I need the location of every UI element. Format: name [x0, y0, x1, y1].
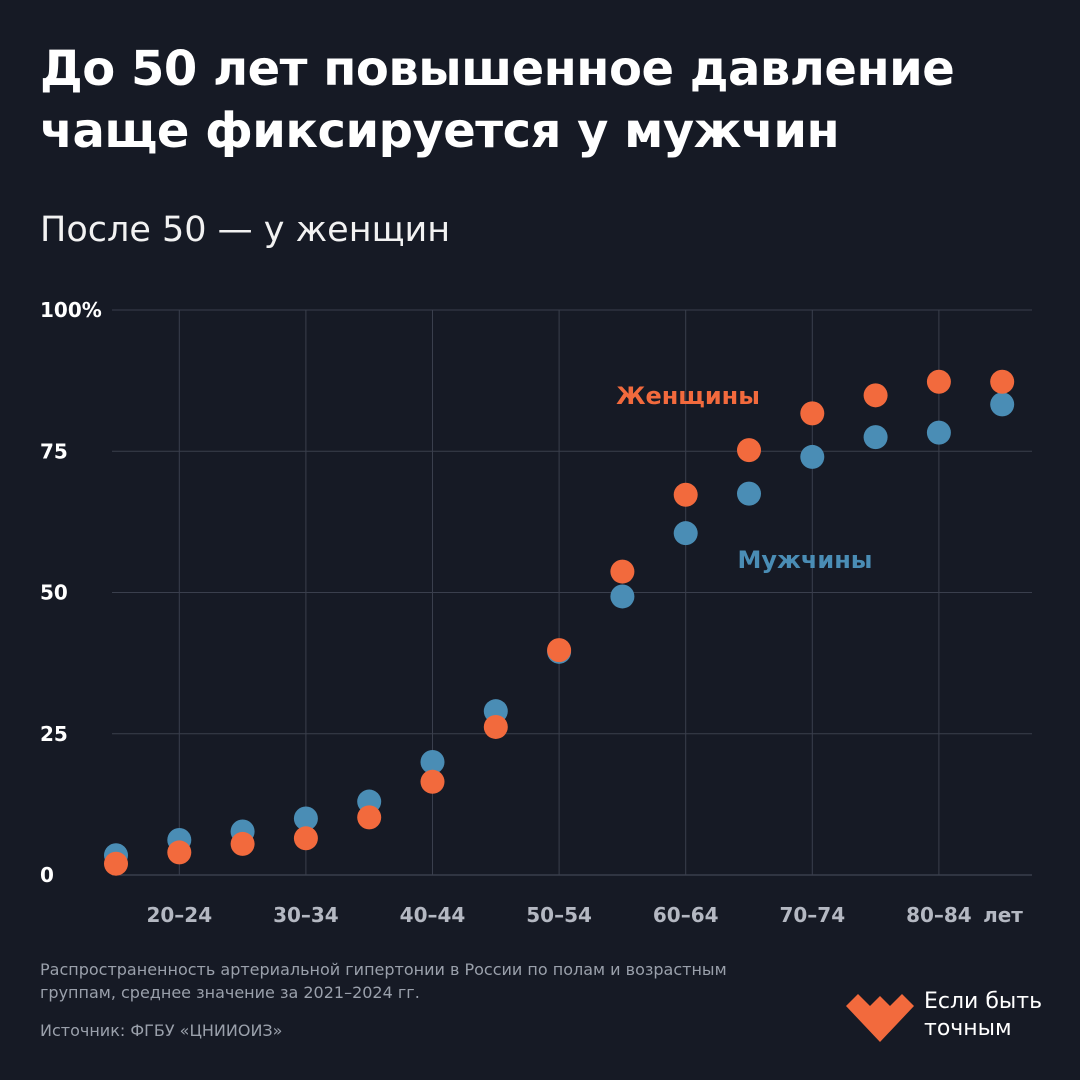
men-point: [926, 420, 951, 445]
brand-name-line1: Если быть: [924, 989, 1043, 1014]
men-point: [800, 444, 825, 469]
x-tick-label: 20–24: [146, 903, 212, 927]
brand-name-line2: точным: [924, 1016, 1012, 1041]
y-tick-label: 0: [40, 863, 54, 887]
x-tick-label: 70–74: [779, 903, 845, 927]
chart-source: Источник: ФГБУ «ЦНИИОИЗ»: [40, 1021, 283, 1040]
x-tick-label: 30–34: [273, 903, 339, 927]
men-point: [673, 521, 698, 546]
women-point: [104, 851, 128, 876]
y-tick-label: 100%: [40, 298, 102, 322]
women-point: [483, 714, 508, 739]
x-tick-label: 60–64: [653, 903, 719, 927]
y-tick-label: 25: [40, 722, 68, 746]
women-point: [863, 383, 888, 408]
chart-note: Распространенность артериальной гипертон…: [40, 960, 727, 1002]
men-point: [293, 806, 318, 831]
women-point: [673, 482, 698, 507]
men-point: [737, 481, 761, 506]
women-point: [420, 769, 445, 794]
chart-grid: [112, 309, 1032, 876]
y-tick-label: 50: [40, 581, 68, 605]
men-point: [863, 425, 888, 450]
men-point: [990, 392, 1015, 417]
women-point: [737, 438, 761, 463]
men-point: [420, 750, 445, 774]
women-point: [293, 826, 318, 851]
women-point: [610, 559, 635, 584]
data-points: [104, 369, 1015, 876]
y-tick-label: 75: [40, 439, 68, 463]
women-point: [167, 840, 192, 865]
women-series-label: Женщины: [616, 382, 760, 410]
women-point: [357, 805, 382, 830]
x-axis-unit: лет: [983, 903, 1023, 927]
chart-title: До 50 лет повышенное давление чаще фикси…: [40, 41, 955, 159]
women-point: [547, 638, 572, 663]
women-point: [800, 401, 825, 426]
women-point: [926, 369, 951, 394]
x-tick-label: 80–84: [906, 903, 972, 927]
men-series-label: Мужчины: [738, 546, 873, 574]
brand-heart-icon: [846, 994, 914, 1042]
y-axis-ticks: 100% 75 50 25 0: [40, 298, 102, 887]
chart-subtitle: После 50 — у женщин: [40, 210, 451, 250]
men-point: [610, 584, 635, 609]
x-axis-ticks: 20–24 30–34 40–44 50–54 60–64 70–74 80–84 лет: [146, 903, 1023, 927]
women-point: [990, 369, 1015, 394]
brand-logo: Если быть точным: [846, 988, 1066, 1048]
women-point: [230, 831, 255, 856]
x-tick-label: 40–44: [400, 903, 466, 927]
scatter-chart: 100% 75 50 25 0 20–24 30–34 40–44 50–54 60–64 70–…: [40, 298, 1032, 927]
x-tick-label: 50–54: [526, 903, 592, 927]
series-labels: Женщины Мужчины: [616, 382, 872, 574]
